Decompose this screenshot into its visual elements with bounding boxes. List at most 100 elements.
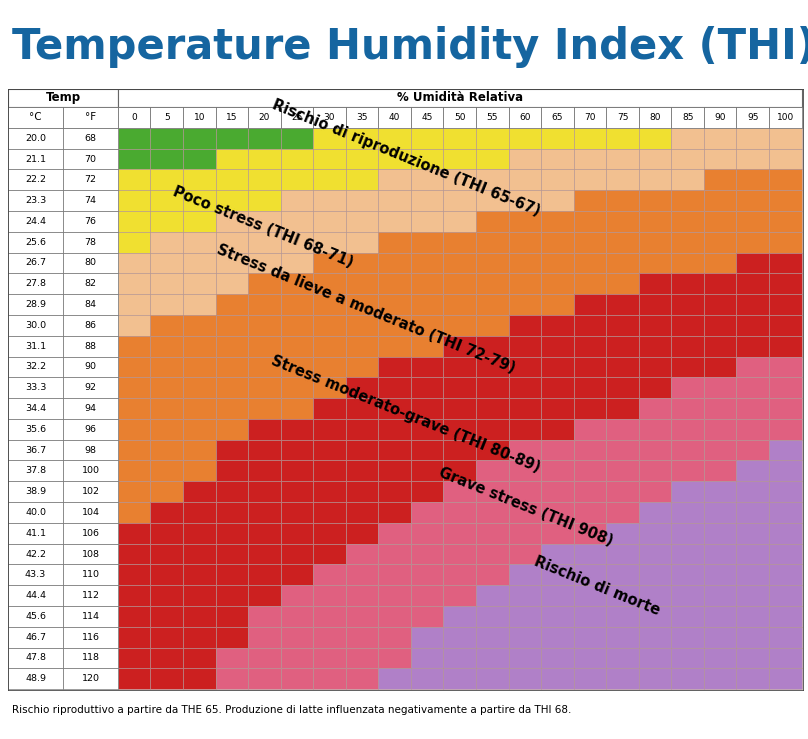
Bar <box>736 544 769 565</box>
Bar <box>704 336 736 356</box>
Bar <box>118 585 150 606</box>
Bar <box>150 273 183 294</box>
Bar <box>378 481 411 502</box>
Bar <box>280 398 314 419</box>
Bar <box>639 460 671 481</box>
Bar <box>63 481 118 502</box>
Bar <box>8 460 63 481</box>
Bar <box>8 398 63 419</box>
Bar <box>704 440 736 460</box>
Text: 65: 65 <box>552 113 563 122</box>
Bar <box>671 522 704 544</box>
Bar <box>183 106 216 128</box>
Bar <box>346 668 378 689</box>
Bar <box>736 481 769 502</box>
Bar <box>8 356 63 378</box>
Bar <box>183 190 216 211</box>
Bar <box>769 149 802 169</box>
Bar <box>508 440 541 460</box>
Text: °F: °F <box>85 112 96 122</box>
Bar <box>704 522 736 544</box>
Bar <box>704 647 736 668</box>
Bar <box>63 273 118 294</box>
Text: 31.1: 31.1 <box>25 341 46 350</box>
Bar <box>216 440 248 460</box>
Bar <box>639 336 671 356</box>
Text: 32.2: 32.2 <box>25 362 46 372</box>
Bar <box>183 336 216 356</box>
Bar <box>541 647 574 668</box>
Bar <box>63 253 118 273</box>
Bar <box>508 647 541 668</box>
Bar <box>150 211 183 232</box>
Bar <box>411 585 444 606</box>
Bar <box>216 606 248 627</box>
Bar <box>150 315 183 336</box>
Bar <box>444 106 476 128</box>
Bar <box>378 128 411 149</box>
Bar <box>736 106 769 128</box>
Bar <box>248 315 280 336</box>
Bar <box>444 378 476 398</box>
Bar <box>444 190 476 211</box>
Bar <box>444 232 476 253</box>
Bar <box>183 544 216 565</box>
Bar <box>378 190 411 211</box>
Bar <box>736 149 769 169</box>
Bar <box>118 502 150 522</box>
Bar <box>216 647 248 668</box>
Bar <box>183 627 216 647</box>
Text: 30.0: 30.0 <box>25 321 46 330</box>
Bar <box>769 211 802 232</box>
Bar <box>444 522 476 544</box>
Text: 25: 25 <box>291 113 303 122</box>
Bar <box>280 149 314 169</box>
Bar <box>704 565 736 585</box>
Bar <box>444 481 476 502</box>
Bar <box>476 336 508 356</box>
Bar <box>378 106 411 128</box>
Bar <box>248 668 280 689</box>
Bar <box>639 378 671 398</box>
Bar <box>378 211 411 232</box>
Bar <box>150 606 183 627</box>
Bar <box>378 647 411 668</box>
Bar <box>639 398 671 419</box>
Bar <box>183 378 216 398</box>
Bar <box>63 565 118 585</box>
Bar <box>574 440 606 460</box>
Text: Rischio di riproduzione (THI 65-67): Rischio di riproduzione (THI 65-67) <box>270 97 542 219</box>
Bar <box>476 211 508 232</box>
Bar <box>574 378 606 398</box>
Bar <box>444 169 476 190</box>
Bar <box>444 211 476 232</box>
Text: 36.7: 36.7 <box>25 446 46 454</box>
Bar <box>541 315 574 336</box>
Bar <box>508 481 541 502</box>
Bar <box>248 440 280 460</box>
Bar <box>476 668 508 689</box>
Bar <box>63 647 118 668</box>
Bar <box>314 211 346 232</box>
Bar <box>444 606 476 627</box>
Bar <box>150 232 183 253</box>
Text: 94: 94 <box>85 404 96 413</box>
Bar <box>508 378 541 398</box>
Bar <box>736 668 769 689</box>
Bar <box>378 440 411 460</box>
Bar <box>574 647 606 668</box>
Bar <box>639 627 671 647</box>
Bar <box>606 398 639 419</box>
Bar <box>378 544 411 565</box>
Bar <box>541 356 574 378</box>
Bar <box>248 585 280 606</box>
Bar <box>8 190 63 211</box>
Bar <box>248 253 280 273</box>
Bar <box>541 169 574 190</box>
Bar <box>183 294 216 315</box>
Bar <box>444 440 476 460</box>
Bar <box>63 585 118 606</box>
Bar <box>118 460 150 481</box>
Bar <box>8 627 63 647</box>
Bar <box>378 273 411 294</box>
